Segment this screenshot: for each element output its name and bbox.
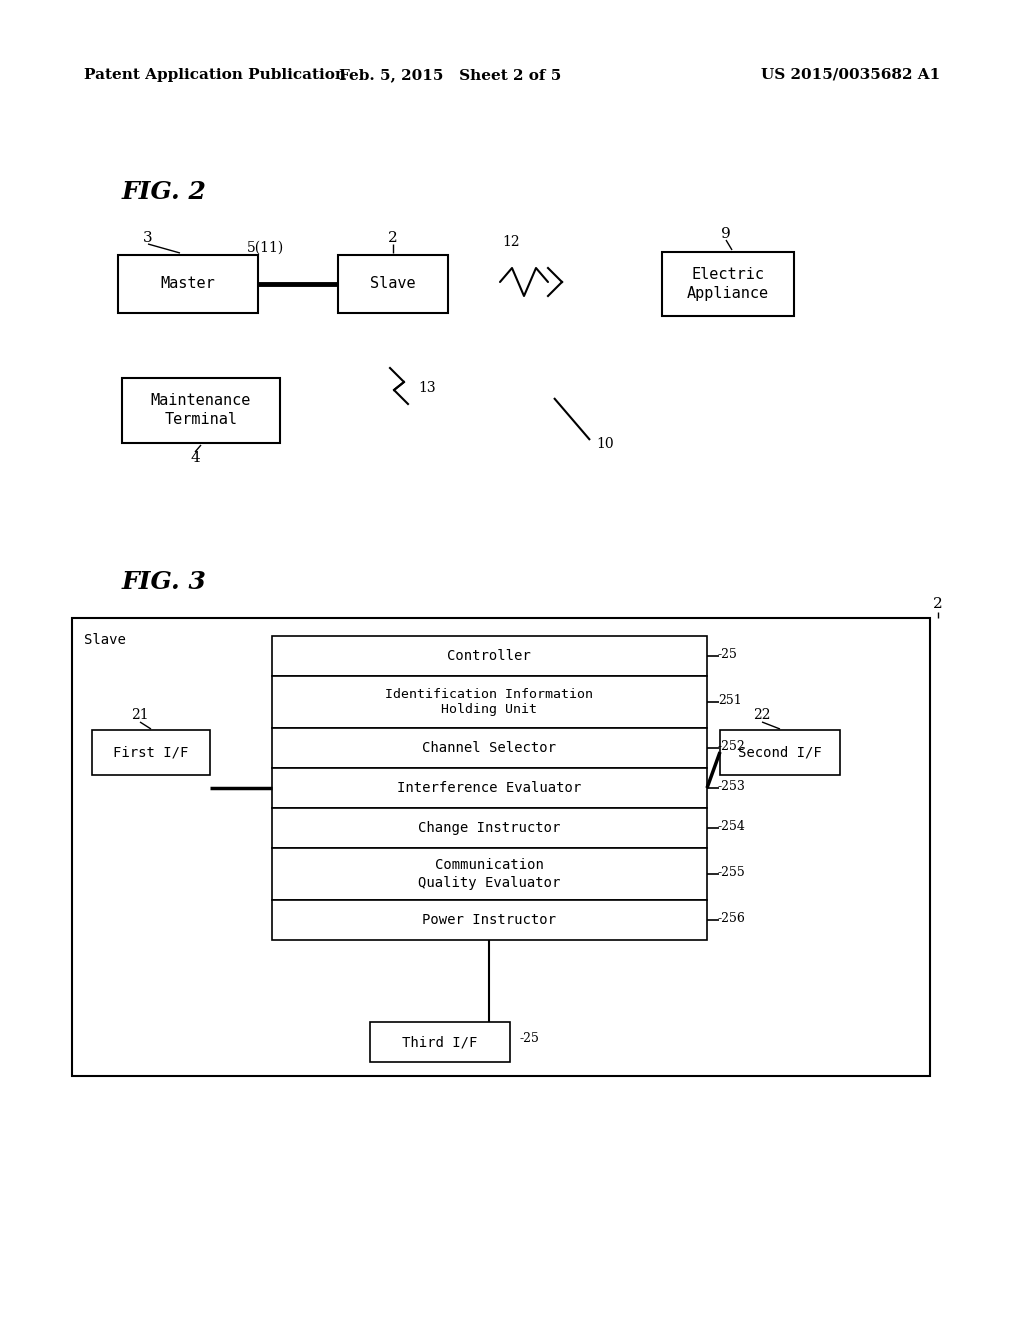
Bar xyxy=(272,676,707,729)
Text: US 2015/0035682 A1: US 2015/0035682 A1 xyxy=(761,69,940,82)
Bar xyxy=(92,730,210,775)
Text: Power Instructor: Power Instructor xyxy=(422,913,556,927)
Text: Identification Information
Holding Unit: Identification Information Holding Unit xyxy=(385,688,593,717)
Text: -253: -253 xyxy=(718,780,745,793)
Text: Maintenance
Terminal: Maintenance Terminal xyxy=(151,392,251,428)
Text: Master: Master xyxy=(161,276,215,292)
Text: 2: 2 xyxy=(933,597,943,611)
Bar xyxy=(720,730,840,775)
Text: Interference Evaluator: Interference Evaluator xyxy=(397,781,582,795)
Text: Change Instructor: Change Instructor xyxy=(418,821,560,836)
Text: 22: 22 xyxy=(754,708,771,722)
Bar xyxy=(370,1022,510,1063)
Text: Slave: Slave xyxy=(84,634,126,647)
Text: First I/F: First I/F xyxy=(114,744,188,759)
Text: Slave: Slave xyxy=(371,276,416,292)
Text: Feb. 5, 2015   Sheet 2 of 5: Feb. 5, 2015 Sheet 2 of 5 xyxy=(339,69,561,82)
Text: Channel Selector: Channel Selector xyxy=(422,741,556,755)
Text: 10: 10 xyxy=(596,437,613,451)
Bar xyxy=(272,900,707,940)
Bar xyxy=(272,847,707,900)
Bar xyxy=(118,255,258,313)
Text: -25: -25 xyxy=(718,648,738,661)
Bar xyxy=(272,808,707,847)
Bar xyxy=(272,729,707,768)
Text: Controller: Controller xyxy=(447,649,530,663)
Text: -255: -255 xyxy=(718,866,745,879)
Bar xyxy=(272,768,707,808)
Text: Communication
Quality Evaluator: Communication Quality Evaluator xyxy=(418,858,560,890)
Text: -256: -256 xyxy=(718,912,745,925)
Bar xyxy=(122,378,280,444)
Bar xyxy=(662,252,794,315)
Text: -25: -25 xyxy=(520,1031,540,1044)
Text: 4: 4 xyxy=(190,451,200,465)
Text: Third I/F: Third I/F xyxy=(402,1035,477,1049)
Text: Electric
Appliance: Electric Appliance xyxy=(687,267,769,301)
Text: FIG. 3: FIG. 3 xyxy=(122,570,207,594)
Text: -252: -252 xyxy=(718,741,745,754)
Text: 251: 251 xyxy=(718,693,741,706)
Text: 2: 2 xyxy=(388,231,398,246)
Bar xyxy=(338,255,449,313)
Text: 21: 21 xyxy=(131,708,148,722)
Text: -254: -254 xyxy=(718,821,745,833)
Bar xyxy=(272,636,707,676)
Text: Second I/F: Second I/F xyxy=(738,744,822,759)
Text: 9: 9 xyxy=(721,227,731,242)
Bar xyxy=(72,618,930,1076)
Text: 13: 13 xyxy=(418,381,435,395)
Text: 5(11): 5(11) xyxy=(247,242,284,255)
Text: 3: 3 xyxy=(143,231,153,246)
Text: Patent Application Publication: Patent Application Publication xyxy=(84,69,346,82)
Text: 12: 12 xyxy=(502,235,519,249)
Text: FIG. 2: FIG. 2 xyxy=(122,180,207,205)
